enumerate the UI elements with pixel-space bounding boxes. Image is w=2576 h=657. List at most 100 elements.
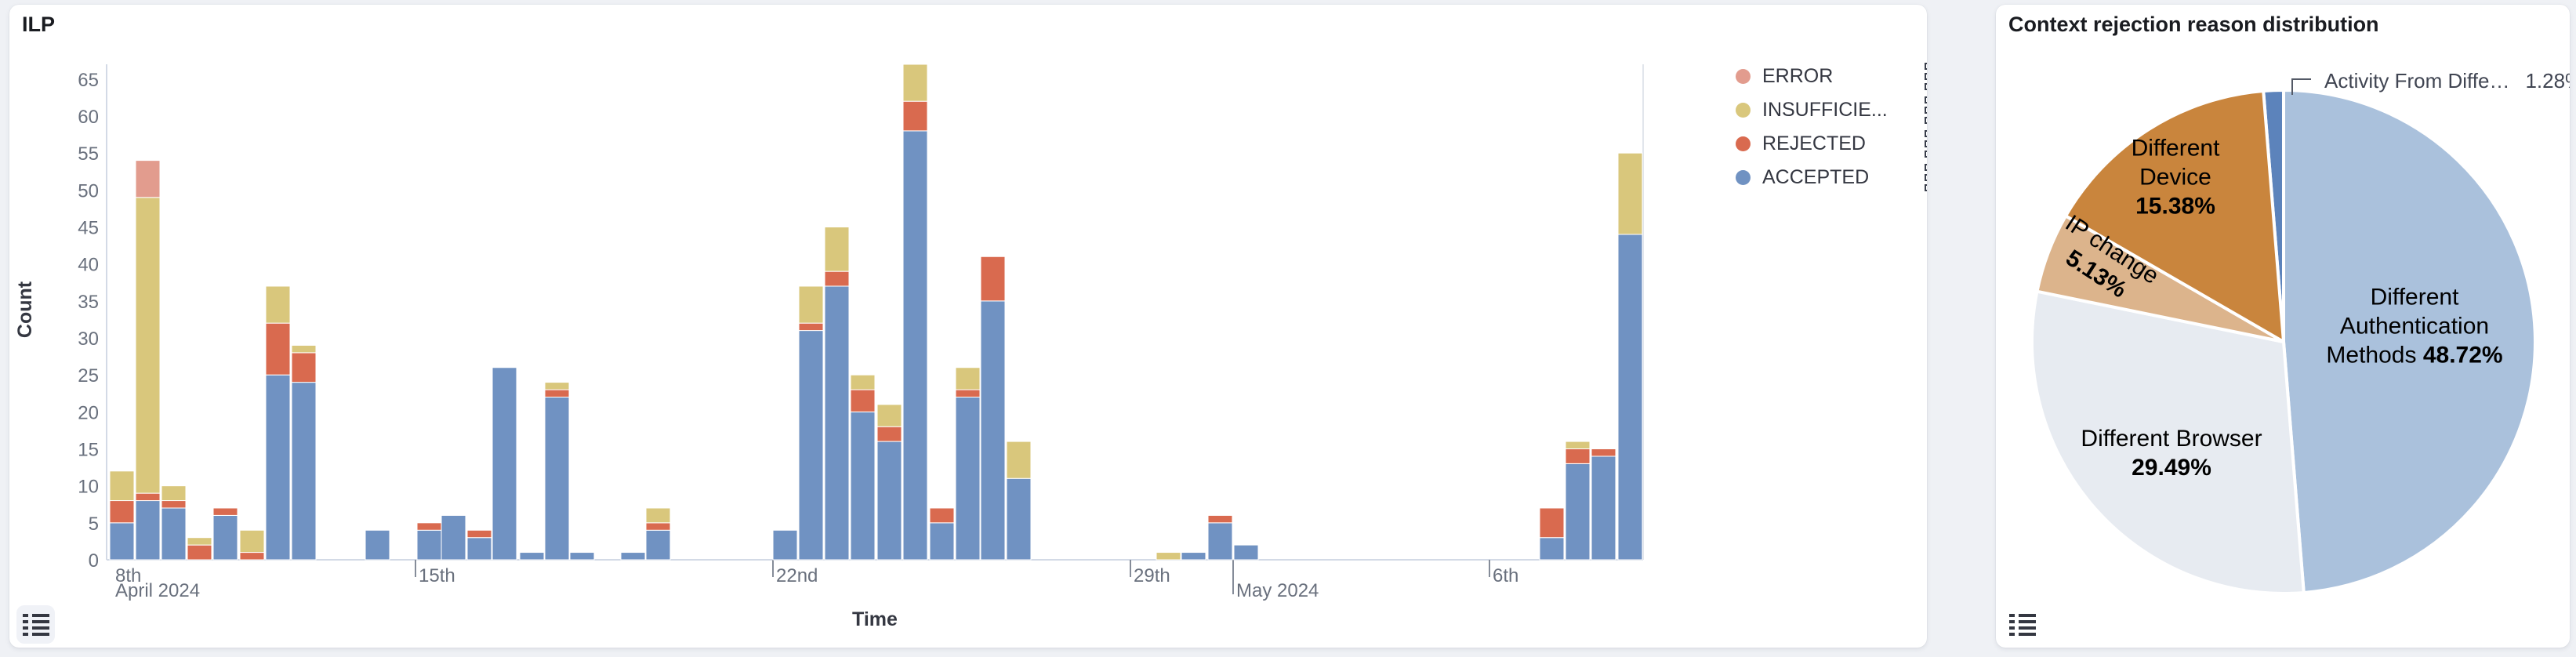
bar-segment-insufficient[interactable]	[955, 367, 981, 390]
bar-segment-accepted[interactable]	[212, 514, 238, 561]
bar-segment-insufficient[interactable]	[798, 285, 824, 324]
bar-segment-accepted[interactable]	[902, 130, 928, 561]
bar-segment-accepted[interactable]	[492, 367, 517, 561]
svg-text:15: 15	[78, 440, 99, 461]
bar-segment-rejected[interactable]	[416, 522, 442, 531]
bar-segment-rejected[interactable]	[466, 529, 492, 539]
svg-text:15th: 15th	[419, 565, 455, 586]
bar-segment-rejected[interactable]	[1565, 448, 1591, 464]
bar-segment-insufficient[interactable]	[902, 64, 928, 102]
drag-handle-icon[interactable]	[1925, 63, 1927, 90]
bar-segment-accepted[interactable]	[135, 500, 161, 561]
bar-segment-accepted[interactable]	[850, 411, 876, 561]
bar-segment-accepted[interactable]	[980, 300, 1006, 561]
bar-segment-rejected[interactable]	[265, 322, 291, 376]
pie-slice-browser[interactable]	[2030, 289, 2306, 595]
bar-segment-insufficient[interactable]	[135, 197, 161, 494]
bar-segment-rejected[interactable]	[824, 270, 850, 287]
bar-segment-accepted[interactable]	[1207, 522, 1233, 561]
bar-segment-accepted[interactable]	[519, 552, 545, 561]
drag-handle-icon[interactable]	[1925, 130, 1927, 158]
bar-segment-rejected[interactable]	[876, 426, 902, 442]
bar-segment-rejected[interactable]	[980, 256, 1006, 302]
drag-handle-icon[interactable]	[1925, 164, 1927, 191]
legend-item-insufficient[interactable]: INSUFFICIE...	[1736, 93, 1927, 127]
bar-segment-accepted[interactable]	[265, 374, 291, 561]
bar-segment-insufficient[interactable]	[1006, 441, 1032, 479]
legend-label[interactable]: INSUFFICIE...	[1762, 99, 1888, 121]
bar-segment-accepted[interactable]	[645, 529, 671, 561]
bar-segment-rejected[interactable]	[161, 500, 187, 509]
drag-handle-icon[interactable]	[1925, 96, 1927, 124]
bar-segment-rejected[interactable]	[212, 507, 238, 516]
bar-segment-accepted[interactable]	[365, 529, 390, 561]
bar-segment-accepted[interactable]	[1591, 456, 1616, 561]
bar-segment-insufficient[interactable]	[1617, 152, 1643, 235]
bar-segment-accepted[interactable]	[1181, 552, 1206, 561]
bar-segment-accepted[interactable]	[955, 396, 981, 561]
bar-segment-insufficient[interactable]	[109, 470, 135, 502]
bar-segment-insufficient[interactable]	[1565, 441, 1591, 450]
bar-segment-accepted[interactable]	[1617, 234, 1643, 561]
bar-segment-accepted[interactable]	[569, 552, 595, 561]
bar-segment-insufficient[interactable]	[645, 507, 671, 524]
bar-segment-accepted[interactable]	[291, 382, 317, 561]
bar-segment-accepted[interactable]	[929, 522, 955, 561]
bar-segment-accepted[interactable]	[109, 522, 135, 561]
bar-segment-accepted[interactable]	[161, 507, 187, 561]
legend-toggle-button[interactable]	[16, 605, 55, 644]
pie-slice-auth[interactable]	[2282, 89, 2537, 594]
bar-segment-insufficient[interactable]	[824, 227, 850, 272]
bar-segment-rejected[interactable]	[798, 322, 824, 332]
bar-segment-rejected[interactable]	[850, 389, 876, 412]
svg-text:22nd: 22nd	[776, 565, 818, 586]
bar-segment-accepted[interactable]	[620, 552, 646, 561]
legend: ERROR INSUFFICIE... REJECTED ACCEPTED	[1736, 60, 1927, 194]
bar-segment-rejected[interactable]	[291, 352, 317, 383]
bar-segment-accepted[interactable]	[441, 514, 466, 561]
bar-segment-insufficient[interactable]	[291, 344, 317, 354]
legend-label[interactable]: ERROR	[1762, 65, 1834, 87]
bar-segment-accepted[interactable]	[466, 537, 492, 561]
bar-segment-rejected[interactable]	[902, 100, 928, 132]
bar-segment-insufficient[interactable]	[187, 537, 212, 546]
bar-marks	[109, 64, 1643, 561]
bar-segment-rejected[interactable]	[544, 389, 570, 397]
bar-segment-accepted[interactable]	[1539, 537, 1565, 561]
bar-segment-insufficient[interactable]	[265, 285, 291, 324]
bar-segment-insufficient[interactable]	[161, 485, 187, 502]
bar-segment-rejected[interactable]	[1539, 507, 1565, 539]
legend-label[interactable]: REJECTED	[1762, 132, 1866, 154]
pie-slice-device[interactable]	[2064, 89, 2285, 343]
legend-item-rejected[interactable]: REJECTED	[1736, 127, 1927, 161]
page-title: ILP	[22, 13, 56, 36]
bar-segment-insufficient[interactable]	[544, 382, 570, 390]
bar-segment-accepted[interactable]	[544, 396, 570, 561]
legend-label[interactable]: ACCEPTED	[1762, 166, 1870, 188]
bar-segment-accepted[interactable]	[1233, 544, 1259, 561]
bar-segment-rejected[interactable]	[239, 552, 265, 561]
bar-segment-rejected[interactable]	[955, 389, 981, 397]
bar-segment-accepted[interactable]	[876, 441, 902, 561]
bar-segment-accepted[interactable]	[416, 529, 442, 561]
bar-segment-rejected[interactable]	[1207, 514, 1233, 524]
legend-item-accepted[interactable]: ACCEPTED	[1736, 161, 1927, 194]
bar-segment-insufficient[interactable]	[239, 529, 265, 554]
bar-segment-rejected[interactable]	[187, 544, 212, 561]
bar-segment-rejected[interactable]	[929, 507, 955, 524]
bar-segment-insufficient[interactable]	[1156, 552, 1181, 561]
bar-segment-accepted[interactable]	[1565, 463, 1591, 561]
bar-segment-insufficient[interactable]	[850, 374, 876, 390]
bar-segment-rejected[interactable]	[645, 522, 671, 531]
bar-segment-error[interactable]	[135, 160, 161, 198]
bar-segment-rejected[interactable]	[135, 492, 161, 502]
bar-segment-accepted[interactable]	[824, 285, 850, 561]
bar-segment-rejected[interactable]	[1591, 448, 1616, 457]
bar-segment-accepted[interactable]	[772, 529, 798, 561]
bar-segment-insufficient[interactable]	[876, 404, 902, 427]
legend-item-error[interactable]: ERROR	[1736, 60, 1927, 93]
bar-segment-rejected[interactable]	[109, 500, 135, 524]
bar-segment-accepted[interactable]	[1006, 477, 1032, 561]
bar-segment-accepted[interactable]	[798, 330, 824, 561]
legend-toggle-button[interactable]	[2007, 612, 2038, 638]
